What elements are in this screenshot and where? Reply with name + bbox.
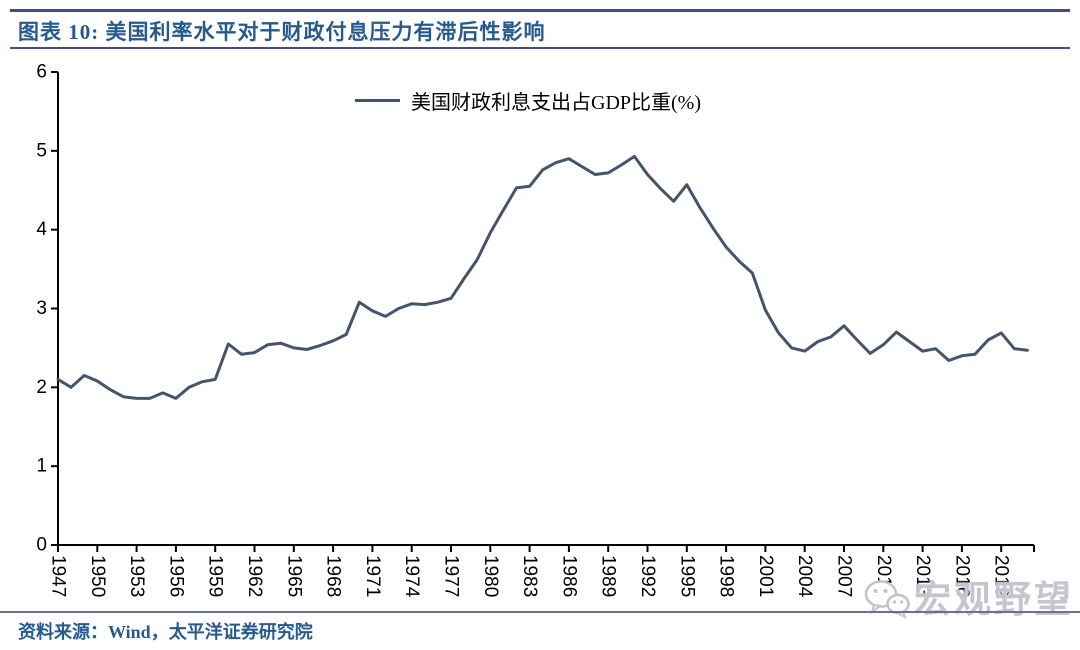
x-tick-label: 2007	[834, 555, 855, 597]
x-tick-label: 1962	[244, 555, 265, 597]
chart-legend: 美国财政利息支出占GDP比重(%)	[355, 86, 701, 115]
x-tick-label: 2019	[991, 555, 1012, 597]
x-tick-label: 1947	[48, 555, 69, 597]
x-tick-label: 1989	[598, 555, 619, 597]
x-tick-label: 2016	[951, 555, 972, 597]
x-tick-label: 2010	[873, 555, 894, 597]
x-tick-label: 1977	[441, 555, 462, 597]
x-tick-label: 2013	[912, 555, 933, 597]
line-chart: 0 1 2 3 4 5 6 1947 1950 1953 1956 1959 1962 1965 1968 1…	[36, 62, 1035, 598]
x-tick-label: 1956	[165, 555, 186, 597]
x-tick-label: 1959	[205, 555, 226, 597]
title-top-rule	[10, 9, 1070, 12]
y-tick-label: 1	[36, 456, 47, 477]
y-tick-label: 6	[36, 62, 47, 83]
x-tick-label: 1965	[283, 555, 304, 597]
source-rule	[0, 611, 1080, 613]
x-tick-label: 1986	[558, 555, 579, 597]
x-tick-label: 1971	[362, 555, 383, 597]
legend-label: 美国财政利息支出占GDP比重(%)	[411, 92, 701, 114]
y-tick-label: 5	[36, 140, 47, 161]
y-tick-label: 2	[36, 377, 47, 398]
y-tick-label: 0	[36, 535, 47, 556]
data-series-line	[56, 154, 1029, 400]
y-tick-label: 3	[36, 298, 47, 319]
x-tick-label: 1983	[519, 555, 540, 597]
x-tick-label: 1992	[637, 555, 658, 597]
legend-line-swatch	[355, 99, 400, 102]
title-bottom-rule	[10, 47, 1070, 49]
x-tick-label: 1980	[480, 555, 501, 597]
x-tick-label: 1998	[716, 555, 737, 597]
x-tick-label: 2004	[794, 555, 815, 598]
x-tick-label: 1968	[323, 555, 344, 597]
y-tick-label: 4	[36, 219, 47, 240]
x-tick-label: 1950	[87, 555, 108, 597]
x-tick-label: 2001	[755, 555, 776, 597]
figure-title: 图表 10: 美国利率水平对于财政付息压力有滞后性影响	[18, 20, 546, 44]
source-text: 资料来源：Wind，太平洋证券研究院	[18, 622, 313, 642]
x-tick-label: 1953	[126, 555, 147, 597]
x-tick-label: 1974	[401, 555, 422, 598]
x-tick-label: 1995	[676, 555, 697, 597]
